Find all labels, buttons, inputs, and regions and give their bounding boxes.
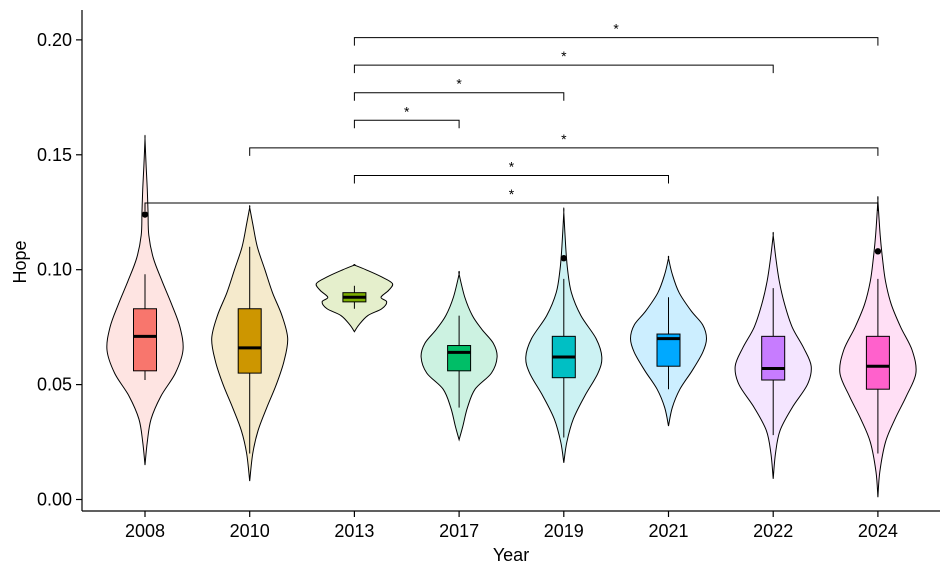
sig-label-2013-2024: * bbox=[613, 21, 619, 37]
sig-label-2008-2024: * bbox=[509, 186, 515, 202]
sig-label-2010-2024: * bbox=[561, 131, 567, 147]
bracket-2013-2024 bbox=[353, 37, 879, 46]
group-2021 bbox=[629, 255, 708, 427]
bracket-2013-2021 bbox=[353, 174, 669, 184]
bracket-2013-2019 bbox=[353, 92, 565, 101]
y-ticks: 0.00 0.05 0.10 0.15 0.20 bbox=[37, 30, 82, 510]
group-2010 bbox=[211, 205, 289, 482]
group-2008 bbox=[106, 134, 184, 466]
y-tick-label: 0.00 bbox=[37, 490, 72, 510]
group-2019 bbox=[525, 207, 603, 463]
sig-label-2013-2017: * bbox=[404, 103, 410, 119]
bracket-2013-2017 bbox=[353, 119, 460, 129]
box-2008 bbox=[133, 308, 157, 372]
box-2017 bbox=[447, 345, 472, 372]
sig-label-2013-2021: * bbox=[509, 158, 515, 174]
group-2024 bbox=[839, 195, 917, 498]
bracket-2013-2022 bbox=[353, 64, 774, 74]
sig-label-2013-2022: * bbox=[561, 48, 567, 64]
box-2010 bbox=[237, 308, 262, 374]
sig-label-2013-2019: * bbox=[456, 76, 462, 92]
x-tick-label: 2017 bbox=[439, 521, 479, 541]
box-2022 bbox=[761, 335, 786, 381]
bracket-2010-2024 bbox=[249, 147, 879, 156]
plot-area: * * * * * * * bbox=[106, 21, 917, 498]
outlier-2024-0 bbox=[874, 248, 882, 255]
y-tick-label: 0.05 bbox=[37, 375, 72, 395]
bracket-2008-2024 bbox=[144, 202, 879, 212]
box-2021 bbox=[656, 333, 681, 367]
group-2013 bbox=[315, 264, 394, 333]
group-2017 bbox=[420, 270, 498, 442]
outlier-2008-0 bbox=[141, 211, 149, 218]
x-tick-label: 2024 bbox=[858, 521, 898, 541]
x-tick-label: 2019 bbox=[544, 521, 584, 541]
x-axis-title: Year bbox=[493, 545, 529, 565]
x-tick-label: 2013 bbox=[334, 521, 374, 541]
y-tick-label: 0.20 bbox=[37, 30, 72, 50]
outlier-2019-0 bbox=[560, 255, 567, 262]
x-ticks: 2008 2010 2013 2017 2019 2021 2022 2024 bbox=[125, 511, 898, 541]
x-tick-label: 2010 bbox=[230, 521, 270, 541]
y-tick-label: 0.15 bbox=[37, 145, 72, 165]
x-tick-label: 2008 bbox=[125, 521, 165, 541]
y-tick-label: 0.10 bbox=[37, 260, 72, 280]
x-tick-label: 2022 bbox=[753, 521, 793, 541]
group-2022 bbox=[734, 231, 812, 479]
axes bbox=[81, 10, 940, 512]
box-2024 bbox=[865, 335, 890, 390]
significance-brackets: * * * * * * * bbox=[144, 21, 879, 212]
x-tick-label: 2021 bbox=[648, 521, 688, 541]
y-axis-title: Hope bbox=[10, 240, 30, 283]
